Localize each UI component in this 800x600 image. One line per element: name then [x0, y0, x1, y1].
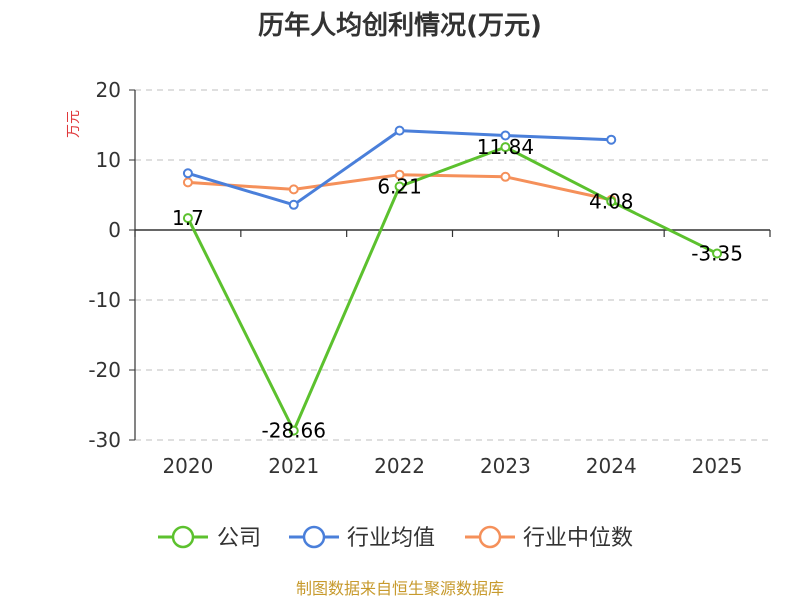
series-lines: [182, 125, 723, 436]
legend-swatch-marker: [302, 525, 326, 549]
data-point: [288, 199, 299, 210]
data-point: [288, 184, 299, 195]
data-point: [182, 168, 193, 179]
data-point: [394, 125, 405, 136]
y-tick-label: 10: [96, 148, 121, 172]
axes: 20 10 0 -10 -20 -30 2020 2021 2022 2023 2024 2025: [88, 78, 771, 478]
x-tick-label: 2022: [374, 454, 425, 478]
x-tick-label: 2020: [162, 454, 213, 478]
data-point: [500, 171, 511, 182]
legend-label: 行业中位数: [523, 526, 633, 551]
legend-swatch-marker: [171, 525, 195, 549]
data-point: [500, 142, 511, 153]
data-point: [712, 248, 723, 259]
grid-lines: [135, 89, 770, 441]
chart-title: 历年人均创利情况(万元): [258, 10, 542, 41]
data-point: [182, 177, 193, 188]
data-label: -28.66: [262, 419, 326, 443]
x-tick-label: 2025: [692, 454, 743, 478]
y-tick-label: -20: [88, 358, 121, 382]
x-tick-label: 2024: [586, 454, 637, 478]
x-tick-label: 2021: [268, 454, 319, 478]
y-tick-label: 20: [96, 78, 121, 102]
data-label: -3.35: [691, 241, 743, 265]
data-label: 1.7: [172, 206, 204, 230]
data-labels: 1.7 -28.66 6.21 11.84 4.08 -3.35: [172, 135, 743, 443]
legend: 公司 行业均值 行业中位数: [158, 525, 633, 551]
y-tick-label: -10: [88, 288, 121, 312]
source-note: 制图数据来自恒生聚源数据库: [296, 579, 504, 598]
legend-label: 公司: [217, 526, 261, 551]
data-point: [606, 196, 617, 207]
legend-label: 行业均值: [347, 526, 435, 551]
data-label: 4.08: [589, 189, 634, 213]
y-axis-unit-label: 万元: [66, 110, 82, 138]
legend-swatch-marker: [478, 525, 502, 549]
series-line: [186, 145, 719, 433]
data-point: [288, 425, 299, 436]
data-point: [394, 169, 405, 180]
data-point: [182, 213, 193, 224]
data-point: [500, 130, 511, 141]
x-tick-label: 2023: [480, 454, 531, 478]
y-tick-label: 0: [108, 218, 121, 242]
data-label: 11.84: [477, 135, 534, 159]
data-point: [606, 134, 617, 145]
y-tick-label: -30: [88, 428, 121, 452]
data-label: 6.21: [377, 175, 422, 199]
data-point: [394, 181, 405, 192]
